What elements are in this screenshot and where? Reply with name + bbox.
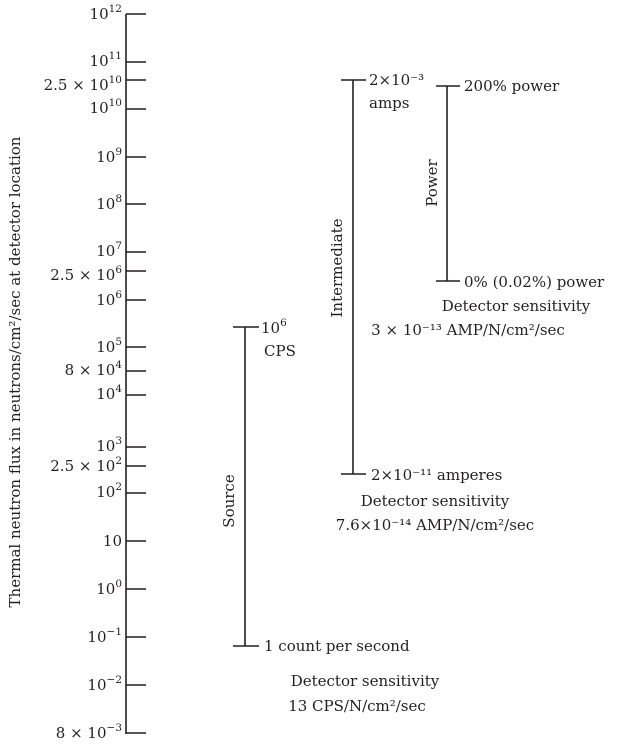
source-sensitivity-title: Detector sensitivity xyxy=(291,672,440,690)
tick-label-1e-2: 10−2 xyxy=(87,674,122,694)
tick-label-1e8: 108 xyxy=(96,193,122,213)
intermediate-top-label: 2×10⁻³ xyxy=(369,71,424,89)
intermediate-sensitivity-value: 7.6×10⁻¹⁴ AMP/N/cm²/sec xyxy=(336,516,534,534)
tick-label-1e2: 102 xyxy=(96,481,122,501)
intermediate-sensitivity-title: Detector sensitivity xyxy=(361,492,510,510)
power-sensitivity-value: 3 × 10⁻¹³ AMP/N/cm²/sec xyxy=(371,321,565,339)
tick-label-8e-3: 8 × 10−3 xyxy=(56,722,122,742)
tick-label-1e7: 107 xyxy=(96,240,122,260)
power-top-label: 200% power xyxy=(464,77,560,95)
tick-label-1e10: 1010 xyxy=(90,97,122,117)
tick-label-1e3: 103 xyxy=(96,435,122,455)
tick-label-1e6: 106 xyxy=(96,289,122,309)
intermediate-range-name: Intermediate xyxy=(328,218,346,317)
tick-label-1e-1: 10−1 xyxy=(87,626,122,646)
power-range-name: Power xyxy=(423,158,441,206)
source-top-unit: CPS xyxy=(264,342,296,360)
tick-label-10: 10 xyxy=(103,532,122,550)
source-sensitivity-value: 13 CPS/N/cm²/sec xyxy=(288,697,426,715)
tick-label-2.5e2: 2.5 × 102 xyxy=(50,455,122,475)
intermediate-bottom-label: 2×10⁻¹¹ amperes xyxy=(371,466,502,484)
source-range-name: Source xyxy=(220,474,238,528)
power-bottom-label: 0% (0.02%) power xyxy=(464,273,605,291)
tick-label-1e11: 1011 xyxy=(90,50,122,70)
tick-label-8e4: 8 × 104 xyxy=(65,359,123,379)
tick-label-1e9: 109 xyxy=(96,146,122,166)
tick-label-1e4: 104 xyxy=(96,383,122,403)
tick-label-1e5: 105 xyxy=(96,336,122,356)
power-sensitivity-title: Detector sensitivity xyxy=(442,297,591,315)
tick-label-2.5e10: 2.5 × 1010 xyxy=(44,74,122,94)
tick-label-1e12: 1012 xyxy=(90,3,122,23)
intermediate-top-unit: amps xyxy=(369,94,409,112)
tick-label-2.5e6: 2.5 × 106 xyxy=(50,264,122,284)
axis-tick-labels: 1012 1011 2.5 × 1010 1010 109 108 107 2.… xyxy=(44,3,123,742)
source-top-label: 106 xyxy=(261,317,287,337)
source-bottom-label: 1 count per second xyxy=(264,637,410,655)
tick-label-1e0: 100 xyxy=(96,578,122,598)
axis-title: Thermal neutron flux in neutrons/cm²/sec… xyxy=(6,136,24,607)
